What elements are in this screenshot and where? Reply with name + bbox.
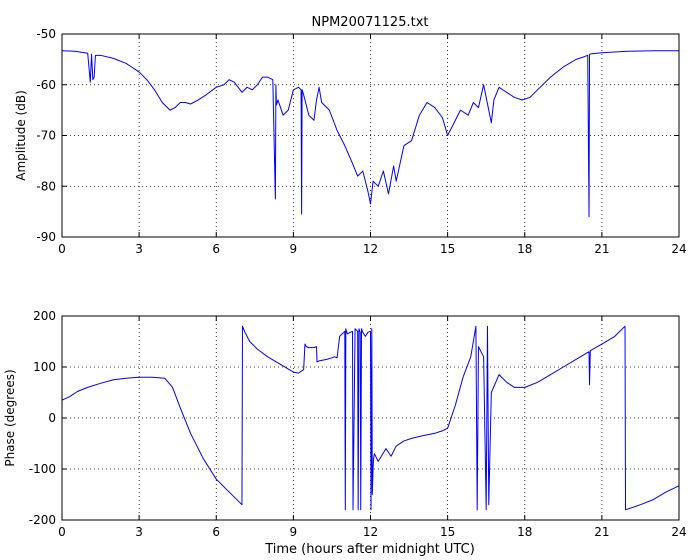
- x-tick-label: 0: [58, 525, 66, 539]
- amplitude-panel: 0 3 6 9 12 15 18 21 24 -90 -80 -70 -60 -50 NPM2007112…: [14, 15, 687, 256]
- amplitude-grid: [62, 34, 679, 237]
- y-tick-label: -100: [29, 462, 56, 476]
- y-tick-label: -60: [36, 78, 56, 92]
- x-tick-label: 24: [671, 242, 686, 256]
- y-tick-label: -90: [36, 230, 56, 244]
- y-tick-label: 0: [48, 411, 56, 425]
- x-tick-label: 12: [363, 242, 378, 256]
- phase-y-axis-label: Phase (degrees): [3, 369, 17, 466]
- x-tick-label: 18: [517, 242, 532, 256]
- x-tick-label: 15: [440, 525, 455, 539]
- x-tick-label: 9: [290, 525, 298, 539]
- series-line: [61, 50, 679, 218]
- amplitude-y-axis-label: Amplitude (dB): [14, 90, 28, 181]
- y-tick-label: -80: [36, 179, 56, 193]
- y-tick-label: -50: [36, 27, 56, 41]
- x-tick-label: 21: [594, 525, 609, 539]
- x-tick-label: 6: [212, 525, 220, 539]
- y-tick-label: 100: [33, 360, 56, 374]
- x-tick-label: 3: [135, 242, 143, 256]
- phase-panel: 0 3 6 9 12 15 18 21 24 -200 -100 0 100 200 Phase (deg…: [3, 309, 687, 557]
- phase-ticks: 0 3 6 9 12 15 18 21 24 -200 -100 0 100 200: [29, 309, 687, 539]
- x-tick-label: 24: [671, 525, 686, 539]
- x-tick-label: 15: [440, 242, 455, 256]
- phase-series: [61, 325, 680, 511]
- x-tick-label: 12: [363, 525, 378, 539]
- y-tick-label: -70: [36, 129, 56, 143]
- x-tick-label: 3: [135, 525, 143, 539]
- x-tick-label: 18: [517, 525, 532, 539]
- y-tick-label: -200: [29, 513, 56, 527]
- amplitude-series: [61, 50, 679, 218]
- x-tick-label: 0: [58, 242, 66, 256]
- y-tick-label: 200: [33, 309, 56, 323]
- x-axis-label: Time (hours after midnight UTC): [264, 542, 475, 557]
- x-tick-label: 21: [594, 242, 609, 256]
- x-tick-label: 6: [212, 242, 220, 256]
- x-tick-label: 9: [290, 242, 298, 256]
- amplitude-ticks: 0 3 6 9 12 15 18 21 24 -90 -80 -70 -60 -50: [36, 27, 686, 256]
- chart-title: NPM20071125.txt: [312, 15, 429, 30]
- series-line: [61, 325, 680, 511]
